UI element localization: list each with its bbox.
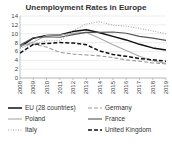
grid-line — [20, 69, 166, 70]
x-tick — [46, 78, 47, 80]
chart: Unemployment Rates in Europe 0 2 4 6 8 10 12 14 2… — [0, 0, 172, 150]
legend-swatch — [8, 107, 22, 109]
y-tick-label: 0 — [15, 75, 19, 81]
y-tick-label: 10 — [11, 31, 18, 37]
x-tick-label: 2008 — [17, 80, 23, 94]
legend-label: Germany — [105, 104, 132, 112]
x-tick — [99, 78, 100, 80]
grid-line — [20, 78, 166, 79]
x-tick — [152, 78, 153, 80]
y-tick-label: 14 — [11, 13, 18, 19]
y-tick-label: 12 — [11, 22, 18, 28]
legend-swatch — [8, 118, 22, 119]
x-tick-label: 2013 — [83, 80, 89, 94]
x-tick-label: 2009 — [30, 80, 36, 94]
y-tick-label: 8 — [15, 40, 19, 46]
legend-label: Italy — [25, 126, 38, 134]
legend-swatch — [8, 129, 22, 130]
grid-line — [20, 16, 166, 17]
series-line — [20, 43, 166, 62]
x-tick — [86, 78, 87, 80]
x-tick-label: 2019 — [163, 80, 169, 94]
title: Unemployment Rates in Europe — [26, 3, 147, 12]
x-tick — [166, 78, 167, 80]
x-tick — [112, 78, 113, 80]
x-tick — [73, 78, 74, 80]
y-tick-label: 4 — [15, 57, 19, 63]
series-line — [20, 32, 166, 63]
y-tick-label: 2 — [15, 66, 19, 72]
x-tick-label: 2018 — [150, 80, 156, 94]
legend-label: EU (28 countries) — [25, 104, 76, 112]
x-tick-label: 2016 — [123, 80, 129, 94]
x-tick-label: 2011 — [57, 80, 63, 94]
x-tick-label: 2015 — [110, 80, 116, 94]
lines — [20, 22, 166, 64]
grid-line — [20, 24, 166, 25]
grid-line — [20, 60, 166, 61]
x-tick — [126, 78, 127, 80]
series-line — [20, 44, 166, 63]
x-tick — [59, 78, 60, 80]
legend-label: Poland — [25, 115, 46, 122]
x-tick — [20, 78, 21, 80]
x-axis — [20, 78, 166, 79]
legend-swatch — [88, 118, 102, 119]
legend-swatch — [88, 107, 102, 108]
legend-label: United Kingdom — [105, 126, 151, 134]
x-tick-label: 2012 — [70, 80, 76, 94]
legend-label: France — [105, 115, 126, 122]
grid-line — [20, 51, 166, 52]
legend: EU (28 countries) Germany Poland France Ital… — [8, 104, 151, 134]
x-tick — [139, 78, 140, 80]
series-line — [20, 30, 166, 50]
x-tick — [33, 78, 34, 80]
x-tick-label: 2017 — [136, 80, 142, 94]
x-tick-label: 2010 — [44, 80, 50, 94]
y-tick-label: 6 — [15, 48, 19, 54]
legend-swatch — [88, 129, 102, 131]
x-tick-label: 2014 — [97, 80, 103, 94]
grid-line — [20, 33, 166, 34]
